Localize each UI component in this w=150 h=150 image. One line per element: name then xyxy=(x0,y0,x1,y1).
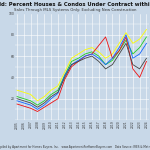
Text: Compiled by Apartment for Homes Buyers, Inc.   www.ApartmentForHomeBuyers.com   : Compiled by Apartment for Homes Buyers, … xyxy=(0,145,150,149)
Text: Broomfield: Percent Houses & Condos Under Contract within 14 Days: Broomfield: Percent Houses & Condos Unde… xyxy=(0,2,150,7)
Text: Sales Through MLS Systems Only: Excluding New Construction: Sales Through MLS Systems Only: Excludin… xyxy=(14,8,136,12)
